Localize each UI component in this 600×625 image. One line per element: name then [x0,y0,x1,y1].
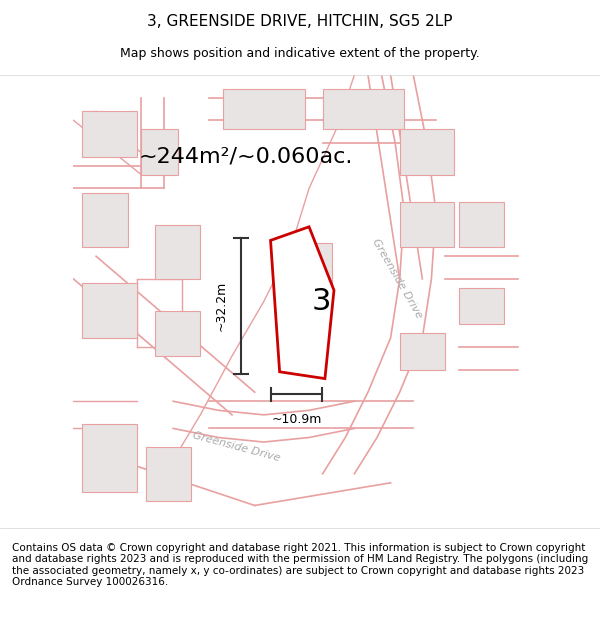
Text: Greenside Drive: Greenside Drive [371,238,424,321]
Text: 3: 3 [312,287,331,316]
Bar [400,333,445,369]
Bar [155,311,200,356]
Bar [146,446,191,501]
Bar [82,192,128,247]
Text: Greenside Drive: Greenside Drive [191,430,281,463]
Bar [458,288,504,324]
Text: ~10.9m: ~10.9m [271,412,322,426]
Bar [323,89,404,129]
Bar [400,129,454,174]
Bar [223,89,305,129]
Text: ~244m²/~0.060ac.: ~244m²/~0.060ac. [139,146,353,166]
Polygon shape [271,227,334,379]
Bar [277,242,332,311]
Bar [82,111,137,156]
Bar [400,202,454,247]
Text: ~32.2m: ~32.2m [215,281,227,331]
Bar [82,284,137,338]
Bar [82,424,137,492]
Text: Map shows position and indicative extent of the property.: Map shows position and indicative extent… [120,48,480,61]
Text: 3, GREENSIDE DRIVE, HITCHIN, SG5 2LP: 3, GREENSIDE DRIVE, HITCHIN, SG5 2LP [147,14,453,29]
Bar [155,224,200,279]
Bar [142,129,178,174]
Text: Contains OS data © Crown copyright and database right 2021. This information is : Contains OS data © Crown copyright and d… [12,542,588,588]
Bar [458,202,504,247]
